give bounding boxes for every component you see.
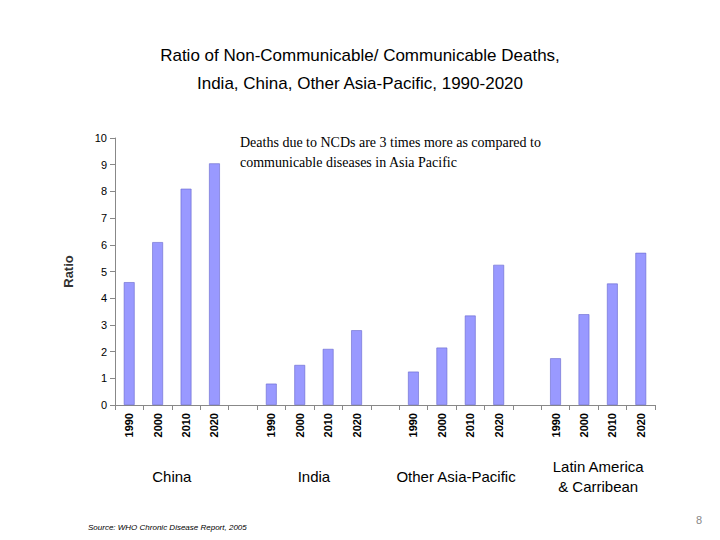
svg-text:communicable diseases in Asia: communicable diseases in Asia Pacific xyxy=(240,155,457,170)
svg-text:Ratio: Ratio xyxy=(61,255,76,288)
svg-text:Source: WHO Chronic Disease Re: Source: WHO Chronic Disease Report, 2005 xyxy=(88,523,247,532)
svg-text:8: 8 xyxy=(696,514,702,526)
svg-text:1990: 1990 xyxy=(407,413,419,437)
svg-text:2000: 2000 xyxy=(152,413,164,437)
svg-text:2000: 2000 xyxy=(578,413,590,437)
svg-text:4: 4 xyxy=(101,292,107,304)
svg-text:China: China xyxy=(152,468,192,485)
svg-text:India, China, Other Asia-Pacif: India, China, Other Asia-Pacific, 1990-2… xyxy=(197,74,523,93)
svg-text:2010: 2010 xyxy=(180,413,192,437)
svg-text:10: 10 xyxy=(95,132,107,144)
svg-text:3: 3 xyxy=(101,319,107,331)
svg-text:2000: 2000 xyxy=(436,413,448,437)
svg-text:Deaths due to NCDs are 3 times: Deaths due to NCDs are 3 times more as c… xyxy=(240,135,541,150)
svg-text:7: 7 xyxy=(101,212,107,224)
svg-text:Latin America: Latin America xyxy=(553,458,645,475)
svg-text:2020: 2020 xyxy=(635,413,647,437)
svg-text:5: 5 xyxy=(101,266,107,278)
svg-text:2010: 2010 xyxy=(464,413,476,437)
svg-text:Other Asia-Pacific: Other Asia-Pacific xyxy=(396,468,516,485)
svg-text:2010: 2010 xyxy=(322,413,334,437)
svg-text:India: India xyxy=(298,468,331,485)
svg-text:6: 6 xyxy=(101,239,107,251)
svg-text:& Carribean: & Carribean xyxy=(558,478,638,495)
svg-text:2000: 2000 xyxy=(294,413,306,437)
svg-text:Ratio of Non-Communicable/ Com: Ratio of Non-Communicable/ Communicable … xyxy=(160,46,560,65)
svg-text:2020: 2020 xyxy=(208,413,220,437)
svg-text:9: 9 xyxy=(101,159,107,171)
svg-text:1990: 1990 xyxy=(550,413,562,437)
svg-text:2010: 2010 xyxy=(606,413,618,437)
svg-text:2: 2 xyxy=(101,346,107,358)
svg-text:2020: 2020 xyxy=(351,413,363,437)
svg-text:1990: 1990 xyxy=(265,413,277,437)
svg-text:8: 8 xyxy=(101,185,107,197)
svg-text:0: 0 xyxy=(101,399,107,411)
svg-text:1: 1 xyxy=(101,372,107,384)
svg-text:1990: 1990 xyxy=(123,413,135,437)
svg-text:2020: 2020 xyxy=(493,413,505,437)
